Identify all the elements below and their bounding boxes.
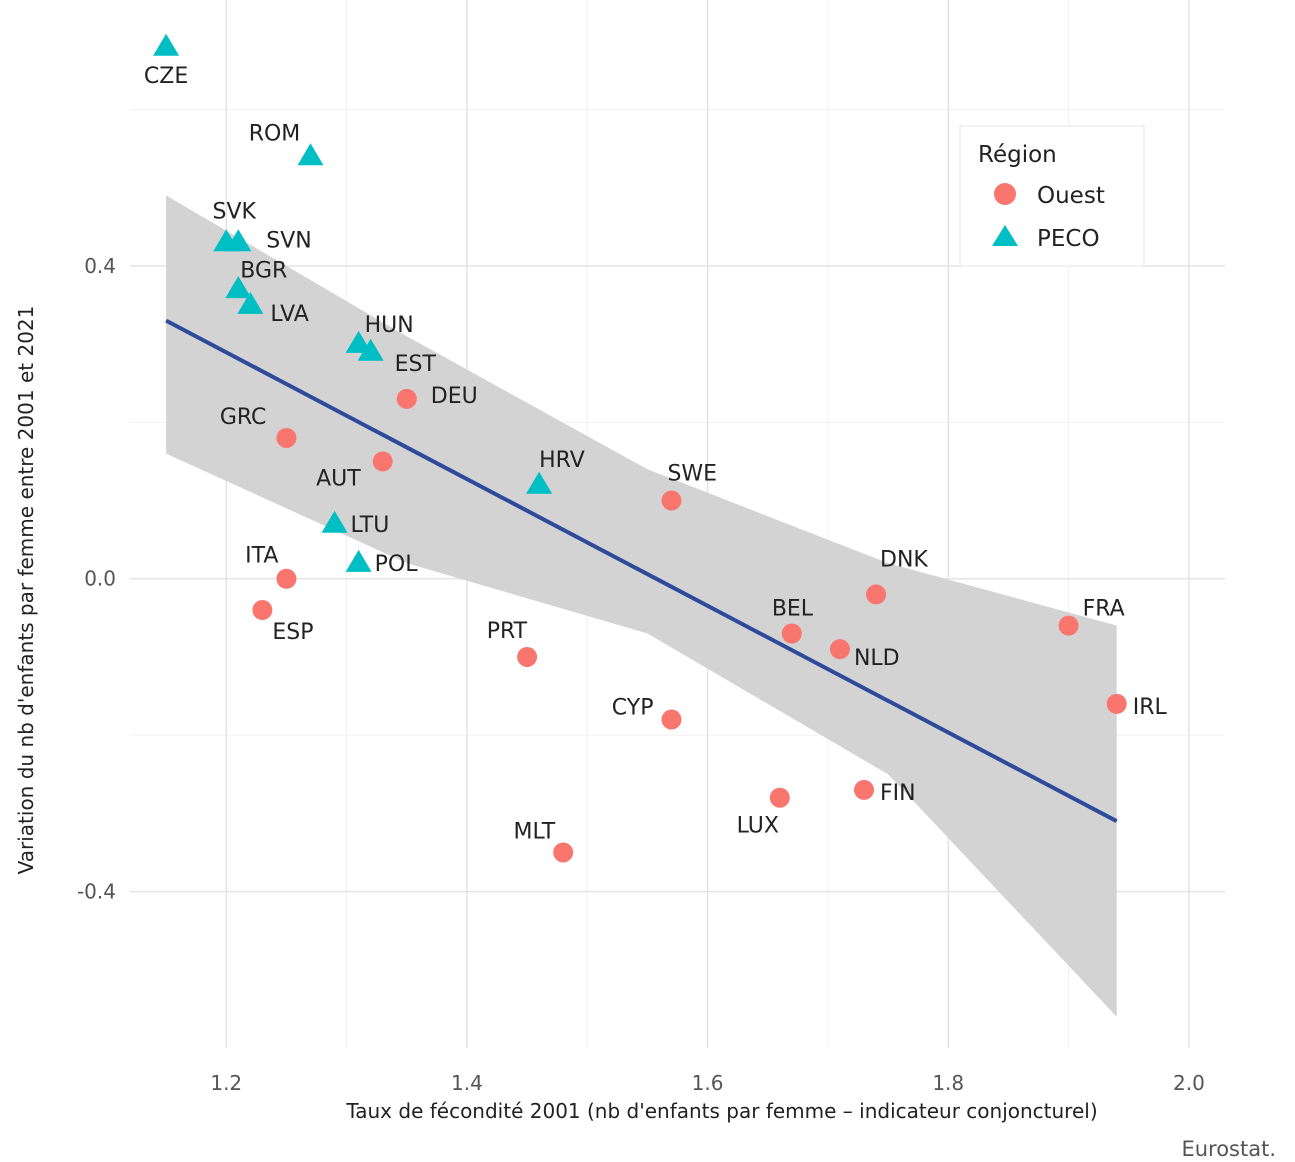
label-deu: DEU [431, 384, 478, 409]
point-labels: DEU GRC AUT SWE ITA ESP DNK BEL NLD FRA PRT CYP IRL F… [144, 64, 1168, 845]
point-irl [1106, 693, 1127, 714]
label-fra: FRA [1083, 597, 1125, 622]
label-pol: POL [375, 552, 419, 577]
y-tick-label: 0.4 [84, 254, 116, 278]
legend-label-peco: PECO [1037, 226, 1100, 252]
label-ltu: LTU [351, 513, 390, 538]
label-grc: GRC [220, 405, 267, 430]
point-nld [829, 639, 850, 660]
label-rom: ROM [249, 121, 301, 146]
label-lva: LVA [270, 302, 309, 327]
point-grc [276, 427, 297, 448]
label-dnk: DNK [880, 547, 928, 572]
point-deu [396, 388, 417, 409]
point-fin [854, 779, 875, 800]
point-bgr [225, 276, 252, 299]
label-ita: ITA [245, 544, 278, 569]
point-svn [225, 229, 252, 252]
legend-key-ouest [994, 183, 1016, 205]
label-mlt: MLT [514, 819, 556, 844]
legend-key-peco [992, 225, 1018, 246]
point-lva [237, 291, 264, 314]
y-axis-title: Variation du nb d'enfants par femme entr… [14, 306, 38, 875]
legend-title: Région [978, 142, 1057, 168]
x-tick-label: 2.0 [1173, 1071, 1205, 1095]
point-pol [345, 549, 372, 572]
point-esp [252, 600, 273, 621]
point-fra [1058, 615, 1079, 636]
point-lux [769, 787, 790, 808]
x-axis-title: Taux de fécondité 2001 (nb d'enfants par… [345, 1099, 1097, 1123]
point-cyp [661, 709, 682, 730]
point-mlt [553, 842, 574, 863]
label-svn: SVN [266, 228, 311, 253]
point-prt [517, 646, 538, 667]
point-est [357, 338, 384, 361]
label-svk: SVK [213, 199, 257, 224]
y-tick-label: 0.0 [84, 567, 116, 591]
label-cze: CZE [144, 64, 188, 89]
point-swe [661, 490, 682, 511]
regression-line [165, 318, 1118, 823]
axis-ticks: 1.2 1.4 1.6 1.8 2.0 0.4 0.0 -0.4 [77, 254, 1205, 1095]
point-ltu [321, 510, 348, 533]
point-rom [297, 143, 324, 166]
point-cze [153, 33, 180, 56]
x-tick-label: 1.2 [210, 1071, 242, 1095]
point-aut [372, 451, 393, 472]
label-est: EST [395, 352, 437, 377]
x-tick-label: 1.8 [932, 1071, 964, 1095]
point-hrv [526, 471, 553, 494]
label-swe: SWE [667, 462, 717, 487]
label-hun: HUN [365, 313, 414, 338]
y-tick-label: -0.4 [77, 880, 116, 904]
legend-label-ouest: Ouest [1037, 183, 1105, 209]
point-bel [781, 623, 802, 644]
regression-line-path [165, 318, 1118, 823]
x-tick-label: 1.4 [451, 1071, 483, 1095]
label-fin: FIN [880, 781, 916, 806]
source-note: Eurostat. [1181, 1137, 1276, 1161]
label-hrv: HRV [539, 448, 585, 473]
point-dnk [866, 584, 887, 605]
label-nld: NLD [854, 646, 900, 671]
x-tick-label: 1.6 [692, 1071, 724, 1095]
label-bel: BEL [772, 596, 814, 621]
point-ita [276, 568, 297, 589]
point-hun [345, 330, 372, 353]
legend-box [959, 125, 1145, 267]
label-lux: LUX [737, 814, 779, 839]
label-irl: IRL [1133, 695, 1168, 720]
label-prt: PRT [487, 619, 528, 644]
legend: Région Ouest PECO [959, 125, 1145, 267]
data-points [153, 33, 1127, 863]
label-cyp: CYP [612, 696, 654, 721]
label-aut: AUT [316, 466, 361, 491]
label-esp: ESP [272, 620, 313, 645]
label-bgr: BGR [240, 258, 287, 283]
